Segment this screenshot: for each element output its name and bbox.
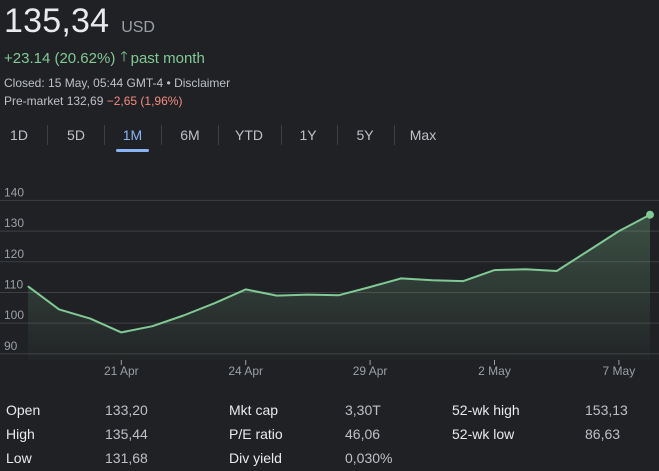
premarket-label: Pre-market (4, 94, 64, 108)
stat-label-high: High (6, 426, 35, 442)
tab-label: 5D (67, 127, 85, 143)
stat-label-52wk-low: 52-wk low (452, 426, 515, 442)
premarket-row: Pre-market 132,69 −2,65 (1,96%) (4, 94, 182, 108)
price-point (369, 286, 371, 288)
stat-value-open: 133,20 (105, 402, 148, 418)
current-price: 135,34 (4, 2, 110, 40)
price-point (276, 295, 278, 297)
price-points (27, 210, 654, 333)
price-point (214, 302, 216, 304)
tab-label: 1Y (299, 127, 317, 143)
x-tick-label: 29 Apr (353, 364, 388, 378)
price-area (28, 214, 650, 360)
price-point (587, 250, 589, 252)
price-change-row: +23.14 (20.62%) 🡑 past month (4, 46, 205, 70)
y-tick-label: 100 (4, 308, 24, 322)
price-point (431, 279, 433, 281)
tab-1d[interactable]: 1D (4, 122, 34, 152)
tab-label: 6M (180, 127, 200, 143)
range-tabs: 1D 5D 1M 6M YTD 1Y 5Y Max (0, 122, 659, 152)
price-point (494, 269, 495, 271)
stat-label-low: Low (6, 450, 32, 466)
x-tick-label: 24 Apr (228, 364, 263, 378)
stat-label-mkt-cap: Mkt cap (229, 402, 279, 418)
tab-ytd[interactable]: YTD (230, 122, 268, 152)
price-point (89, 318, 91, 320)
change-period: past month (130, 49, 205, 67)
tab-label: 1M (122, 127, 143, 143)
price-change: +23.14 (20.62%) (4, 49, 116, 67)
tab-label: Max (409, 127, 437, 143)
premarket-change: −2,65 (1,96%) (106, 94, 183, 108)
tab-label: YTD (235, 127, 263, 143)
x-tick-label: 2 May (478, 364, 511, 378)
price-point (120, 331, 122, 333)
latest-price-dot (646, 210, 654, 219)
tab-1m[interactable]: 1M (116, 122, 149, 152)
tab-divider (47, 125, 48, 145)
stat-label-pe-ratio: P/E ratio (229, 426, 283, 442)
y-tick-label: 90 (4, 339, 18, 353)
price-point (307, 294, 309, 296)
tab-label: 1D (10, 127, 28, 143)
currency-label: USD (121, 19, 155, 36)
y-tick-label: 120 (4, 247, 24, 261)
active-tab-indicator (116, 149, 149, 152)
price-point (525, 268, 527, 270)
y-tick-label: 130 (4, 216, 24, 230)
disclaimer-link[interactable]: Disclaimer (174, 76, 231, 90)
tab-6m[interactable]: 6M (174, 122, 206, 152)
stat-value-52wk-low: 86,63 (585, 426, 621, 442)
stat-label-div-yield: Div yield (229, 450, 282, 466)
price-chart[interactable]: 90 100 110 120 130 140 21 Apr 24 Apr 29 Apr 2 Ma… (0, 180, 659, 380)
stat-value-high: 135,44 (105, 426, 148, 442)
closed-time: Closed: 15 May, 05:44 GMT-4 (4, 76, 164, 90)
stat-label-52wk-high: 52-wk high (452, 402, 520, 418)
tab-divider (104, 125, 105, 145)
tab-1y[interactable]: 1Y (293, 122, 323, 152)
premarket-price: 132,69 (66, 94, 104, 108)
price-point (400, 277, 402, 279)
stat-value-mkt-cap: 3,30T (345, 402, 381, 418)
tab-5d[interactable]: 5D (60, 122, 92, 152)
x-tick-label: 7 May (603, 364, 636, 378)
price-point (58, 308, 60, 310)
price-point (556, 270, 558, 272)
y-tick-label: 110 (4, 277, 23, 291)
stat-label-open: Open (6, 402, 41, 418)
y-axis: 90 100 110 120 130 140 (4, 185, 24, 352)
meta-separator: • (166, 76, 171, 90)
price-point (462, 280, 464, 282)
market-status: Closed: 15 May, 05:44 GMT-4 • Disclaimer (4, 76, 230, 90)
tab-label: 5Y (356, 127, 374, 143)
tab-divider (281, 125, 282, 145)
arrow-up-icon: 🡑 (120, 48, 128, 64)
price-point (183, 315, 184, 316)
price-point (245, 288, 247, 290)
price-point (27, 285, 29, 287)
stat-value-div-yield: 0,030% (345, 450, 393, 466)
price-point (338, 294, 340, 296)
x-tick-label: 21 Apr (104, 364, 139, 378)
tab-divider (394, 125, 395, 145)
tab-5y[interactable]: 5Y (350, 122, 380, 152)
tab-divider (337, 125, 338, 145)
quote-header: 135,34 USD (4, 2, 155, 41)
y-tick-label: 140 (4, 185, 24, 199)
stat-value-pe-ratio: 46,06 (345, 426, 381, 442)
tab-max[interactable]: Max (406, 122, 440, 152)
tab-divider (218, 125, 219, 145)
tab-divider (161, 125, 162, 145)
price-point (151, 325, 153, 327)
stat-value-low: 131,68 (105, 450, 148, 466)
price-point (618, 230, 620, 232)
stat-value-52wk-high: 153,13 (585, 402, 628, 418)
